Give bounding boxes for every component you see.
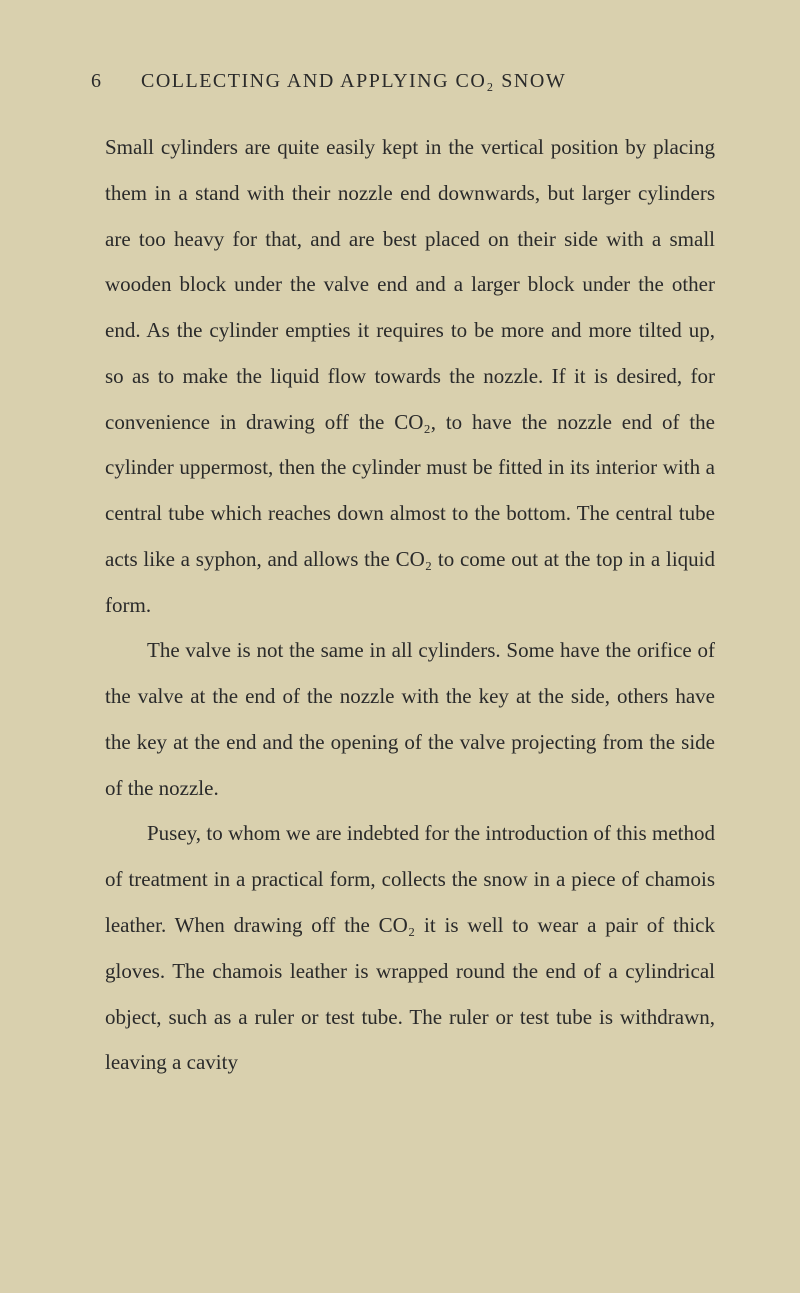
paragraph-3: Pusey, to whom we are indebted for the i… xyxy=(105,811,715,1086)
paragraph-1: Small cylinders are quite easily kept in… xyxy=(105,125,715,628)
page-header: 6 COLLECTING AND APPLYING CO₂ SNOW xyxy=(91,70,715,93)
header-title: COLLECTING AND APPLYING CO₂ SNOW xyxy=(141,70,566,93)
body-text: Small cylinders are quite easily kept in… xyxy=(105,125,715,1086)
document-page: 6 COLLECTING AND APPLYING CO₂ SNOW Small… xyxy=(0,0,800,1146)
paragraph-2: The valve is not the same in all cylinde… xyxy=(105,628,715,811)
page-number: 6 xyxy=(91,70,101,93)
